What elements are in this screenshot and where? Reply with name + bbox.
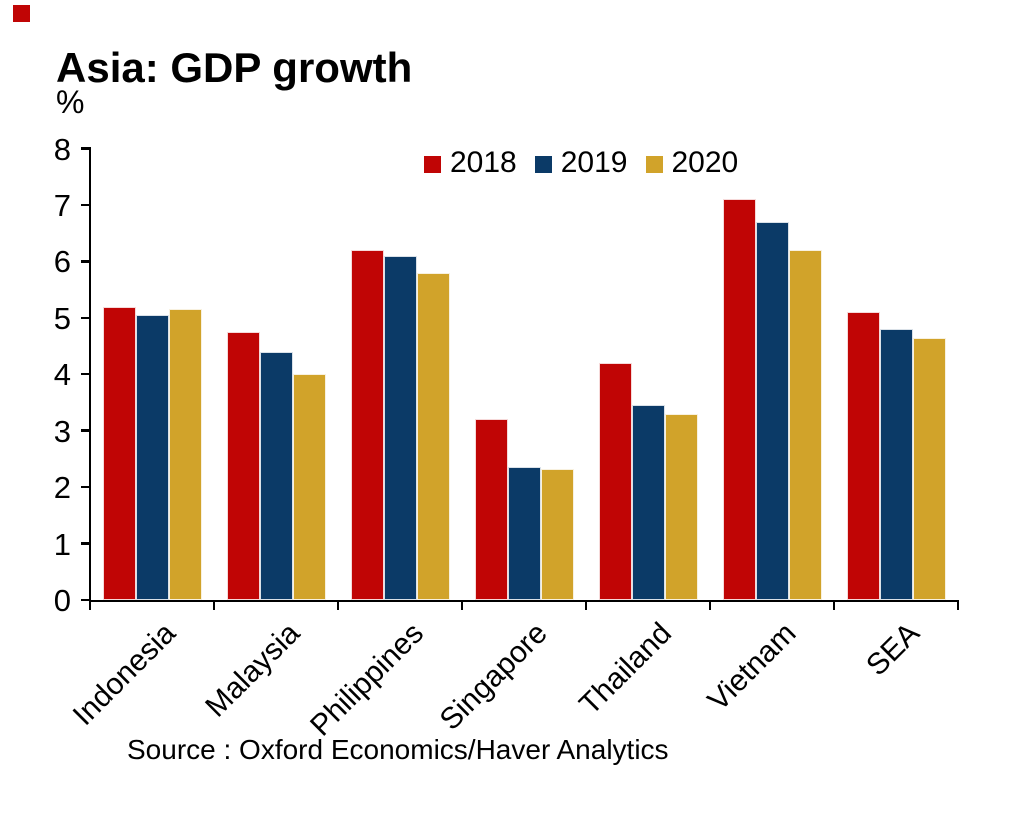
bar-vietnam-2020 — [788, 250, 822, 600]
x-category-label-philippines: Philippines — [304, 616, 431, 743]
bar-thailand-2018 — [598, 362, 632, 600]
source-caption: Source : Oxford Economics/Haver Analytic… — [127, 734, 669, 765]
y-tick-label-8: 8 — [53, 131, 71, 167]
y-tick-1 — [81, 542, 89, 545]
bar-singapore-2018 — [474, 419, 508, 600]
bar-sea-2020 — [912, 337, 946, 600]
y-axis-unit-label: % — [56, 84, 85, 120]
x-tick-6 — [833, 602, 836, 610]
y-tick-6 — [81, 260, 89, 263]
bar-malaysia-2018 — [226, 331, 260, 600]
bar-vietnam-2019 — [755, 221, 789, 600]
legend-swatch-2020 — [645, 156, 663, 173]
legend-label-2019: 2019 — [560, 146, 628, 179]
legend-item-2018: 2018 — [424, 148, 517, 178]
y-tick-label-3: 3 — [53, 413, 71, 449]
y-tick-label-7: 7 — [53, 187, 71, 223]
y-tick-5 — [81, 316, 89, 319]
y-tick-3 — [81, 429, 89, 432]
bar-singapore-2020 — [540, 468, 574, 600]
x-tick-5 — [709, 602, 712, 610]
x-tick-0 — [88, 602, 92, 610]
y-tick-0 — [81, 598, 89, 602]
y-tick-8 — [81, 147, 89, 150]
legend-label-2018: 2018 — [450, 146, 517, 179]
bar-sea-2019 — [879, 329, 913, 600]
legend-swatch-2018 — [424, 156, 441, 173]
bar-philippines-2018 — [350, 250, 384, 600]
x-category-label-thailand: Thailand — [573, 616, 679, 722]
x-tick-4 — [584, 602, 588, 610]
y-tick-4 — [81, 373, 89, 376]
x-category-label-vietnam: Vietnam — [701, 616, 803, 718]
x-tick-2 — [336, 602, 340, 610]
x-axis-line — [88, 600, 960, 603]
x-tick-1 — [212, 602, 216, 610]
bar-malaysia-2019 — [259, 351, 293, 600]
bar-singapore-2019 — [507, 467, 541, 600]
x-category-label-indonesia: Indonesia — [66, 616, 182, 732]
bar-malaysia-2020 — [292, 374, 326, 600]
y-tick-label-0: 0 — [53, 583, 71, 618]
y-tick-7 — [81, 203, 89, 207]
legend-item-2019: 2019 — [534, 146, 628, 179]
bar-indonesia-2018 — [102, 306, 136, 600]
x-category-label-singapore: Singapore — [434, 616, 555, 737]
y-tick-label-5: 5 — [53, 300, 71, 336]
bar-sea-2018 — [846, 312, 880, 600]
chart-title: Asia: GDP growth — [56, 44, 413, 91]
y-tick-2 — [81, 485, 89, 489]
bar-thailand-2019 — [631, 405, 665, 600]
bar-thailand-2020 — [664, 413, 698, 600]
x-category-label-malaysia: Malaysia — [198, 616, 306, 724]
bar-philippines-2020 — [416, 272, 450, 600]
y-tick-label-4: 4 — [53, 357, 71, 393]
y-axis-line — [88, 147, 92, 602]
chart-legend: 2018 2019 2020 — [424, 148, 738, 178]
y-tick-label-1: 1 — [53, 526, 71, 562]
legend-item-2020: 2020 — [645, 146, 739, 179]
x-tick-7 — [957, 602, 960, 610]
bar-philippines-2019 — [383, 255, 417, 600]
corner-marker — [13, 5, 30, 22]
bar-indonesia-2020 — [168, 309, 202, 600]
legend-swatch-2019 — [534, 156, 552, 173]
x-tick-3 — [460, 602, 464, 610]
bar-indonesia-2019 — [135, 314, 169, 600]
bar-vietnam-2018 — [722, 199, 756, 600]
y-tick-label-2: 2 — [53, 470, 71, 506]
legend-label-2020: 2020 — [671, 146, 739, 179]
y-tick-label-6: 6 — [53, 244, 71, 280]
x-category-label-sea: SEA — [860, 616, 927, 683]
